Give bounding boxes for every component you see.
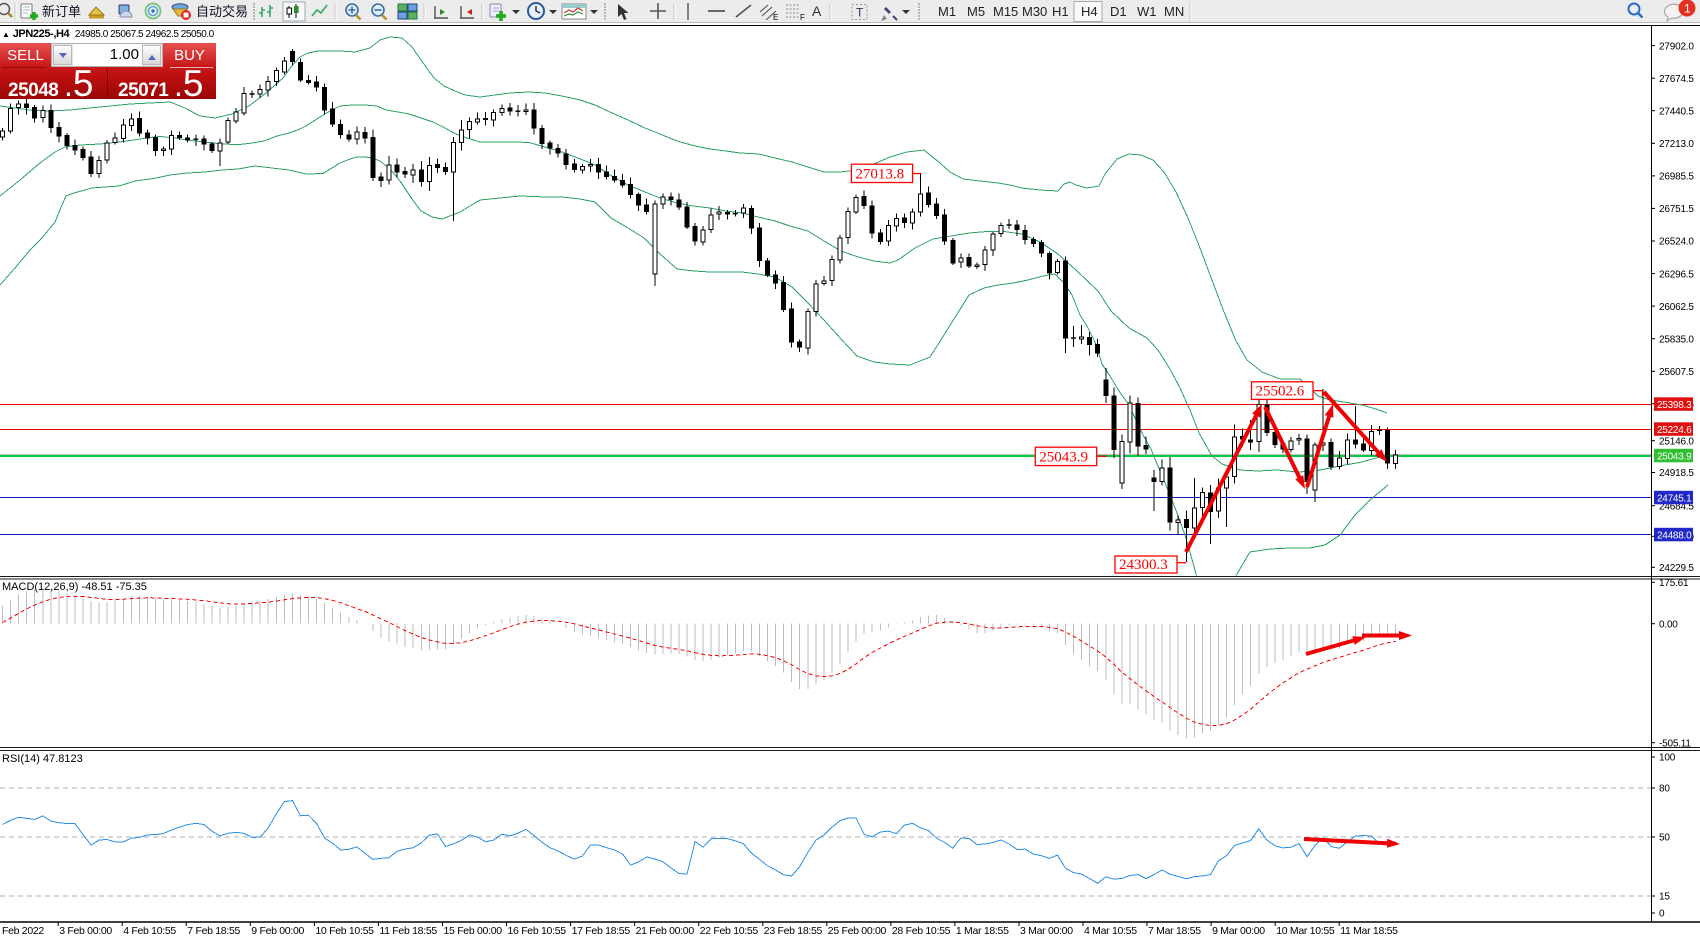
svg-text:23 Feb 18:55: 23 Feb 18:55	[764, 925, 823, 937]
svg-text:10 Feb 10:55: 10 Feb 10:55	[315, 925, 374, 937]
svg-text:4 Mar 10:55: 4 Mar 10:55	[1084, 925, 1137, 937]
svg-text:自动交易: 自动交易	[196, 4, 248, 19]
svg-text:3 Mar 00:00: 3 Mar 00:00	[1020, 925, 1073, 937]
svg-text:26296.5: 26296.5	[1659, 269, 1694, 280]
svg-text:80: 80	[1659, 784, 1670, 795]
svg-text:11 Mar 18:55: 11 Mar 18:55	[1340, 925, 1398, 937]
svg-text:25502.6: 25502.6	[1256, 383, 1305, 399]
svg-text:M30: M30	[1022, 4, 1047, 19]
svg-text:15 Feb 00:00: 15 Feb 00:00	[444, 925, 503, 937]
svg-text:3 Feb 00:00: 3 Feb 00:00	[59, 925, 112, 937]
svg-text:25043.9: 25043.9	[1039, 450, 1088, 466]
svg-text:-505.11: -505.11	[1659, 738, 1691, 749]
svg-text:10 Mar 10:55: 10 Mar 10:55	[1276, 925, 1335, 937]
svg-text:1: 1	[1684, 2, 1691, 16]
svg-text:25224.6: 25224.6	[1657, 425, 1692, 436]
svg-text:25835.0: 25835.0	[1659, 334, 1694, 345]
svg-text:M1: M1	[938, 4, 956, 19]
svg-text:17 Feb 18:55: 17 Feb 18:55	[572, 925, 631, 937]
svg-text:4 Feb 10:55: 4 Feb 10:55	[123, 925, 176, 937]
svg-text:16 Feb 10:55: 16 Feb 10:55	[508, 925, 567, 937]
svg-text:MN: MN	[1164, 4, 1184, 19]
svg-text:H1: H1	[1052, 4, 1069, 19]
svg-text:21 Feb 00:00: 21 Feb 00:00	[636, 925, 695, 937]
svg-text:26751.5: 26751.5	[1659, 204, 1694, 215]
svg-text:MACD(12,26,9) -48.51 -75.35: MACD(12,26,9) -48.51 -75.35	[2, 581, 147, 593]
svg-text:175.61: 175.61	[1659, 578, 1689, 589]
svg-text:7 Mar 18:55: 7 Mar 18:55	[1148, 925, 1201, 937]
svg-text:W1: W1	[1137, 4, 1157, 19]
svg-text:26985.5: 26985.5	[1659, 172, 1694, 183]
svg-text:25146.0: 25146.0	[1659, 436, 1694, 447]
svg-text:25607.5: 25607.5	[1659, 367, 1694, 378]
svg-text:7 Feb 18:55: 7 Feb 18:55	[187, 925, 240, 937]
svg-text:15: 15	[1659, 892, 1670, 903]
svg-text:24684.5: 24684.5	[1659, 501, 1694, 512]
svg-text:27213.0: 27213.0	[1659, 139, 1694, 150]
svg-text:26524.0: 26524.0	[1659, 237, 1694, 248]
svg-text:D1: D1	[1110, 4, 1127, 19]
svg-text:27674.5: 27674.5	[1659, 74, 1694, 85]
svg-text:0: 0	[1659, 909, 1665, 920]
svg-text:24918.5: 24918.5	[1659, 468, 1694, 479]
svg-text:新订单: 新订单	[42, 4, 81, 19]
svg-text:E: E	[773, 13, 778, 22]
svg-text:Feb 2022: Feb 2022	[2, 925, 44, 937]
svg-text:22 Feb 10:55: 22 Feb 10:55	[700, 925, 759, 937]
svg-text:11 Feb 18:55: 11 Feb 18:55	[379, 925, 437, 937]
svg-text:25043.9: 25043.9	[1657, 451, 1692, 462]
svg-text:27013.8: 27013.8	[855, 167, 904, 183]
svg-text:H4: H4	[1081, 4, 1098, 19]
svg-text:100: 100	[1659, 753, 1676, 764]
svg-text:F: F	[800, 13, 805, 22]
svg-text:26062.5: 26062.5	[1659, 302, 1694, 313]
svg-text:27440.5: 27440.5	[1659, 106, 1694, 117]
svg-text:24300.3: 24300.3	[1119, 557, 1168, 573]
svg-text:28 Feb 10:55: 28 Feb 10:55	[892, 925, 951, 937]
svg-text:M15: M15	[993, 4, 1018, 19]
svg-text:24229.5: 24229.5	[1659, 563, 1694, 574]
svg-text:A: A	[812, 3, 822, 19]
svg-text:9 Feb 00:00: 9 Feb 00:00	[251, 925, 304, 937]
svg-text:24745.1: 24745.1	[1657, 493, 1692, 504]
svg-text:25398.3: 25398.3	[1657, 400, 1692, 411]
svg-text:T: T	[856, 6, 864, 20]
svg-text:27902.0: 27902.0	[1659, 41, 1694, 52]
svg-text:RSI(14) 47.8123: RSI(14) 47.8123	[2, 753, 83, 765]
svg-text:9 Mar 00:00: 9 Mar 00:00	[1212, 925, 1265, 937]
svg-text:1 Mar 18:55: 1 Mar 18:55	[956, 925, 1009, 937]
svg-text:25 Feb 00:00: 25 Feb 00:00	[828, 925, 887, 937]
svg-text:50: 50	[1659, 833, 1670, 844]
svg-text:24488.0: 24488.0	[1657, 530, 1692, 541]
svg-text:0.00: 0.00	[1659, 619, 1678, 630]
svg-text:M5: M5	[967, 4, 985, 19]
